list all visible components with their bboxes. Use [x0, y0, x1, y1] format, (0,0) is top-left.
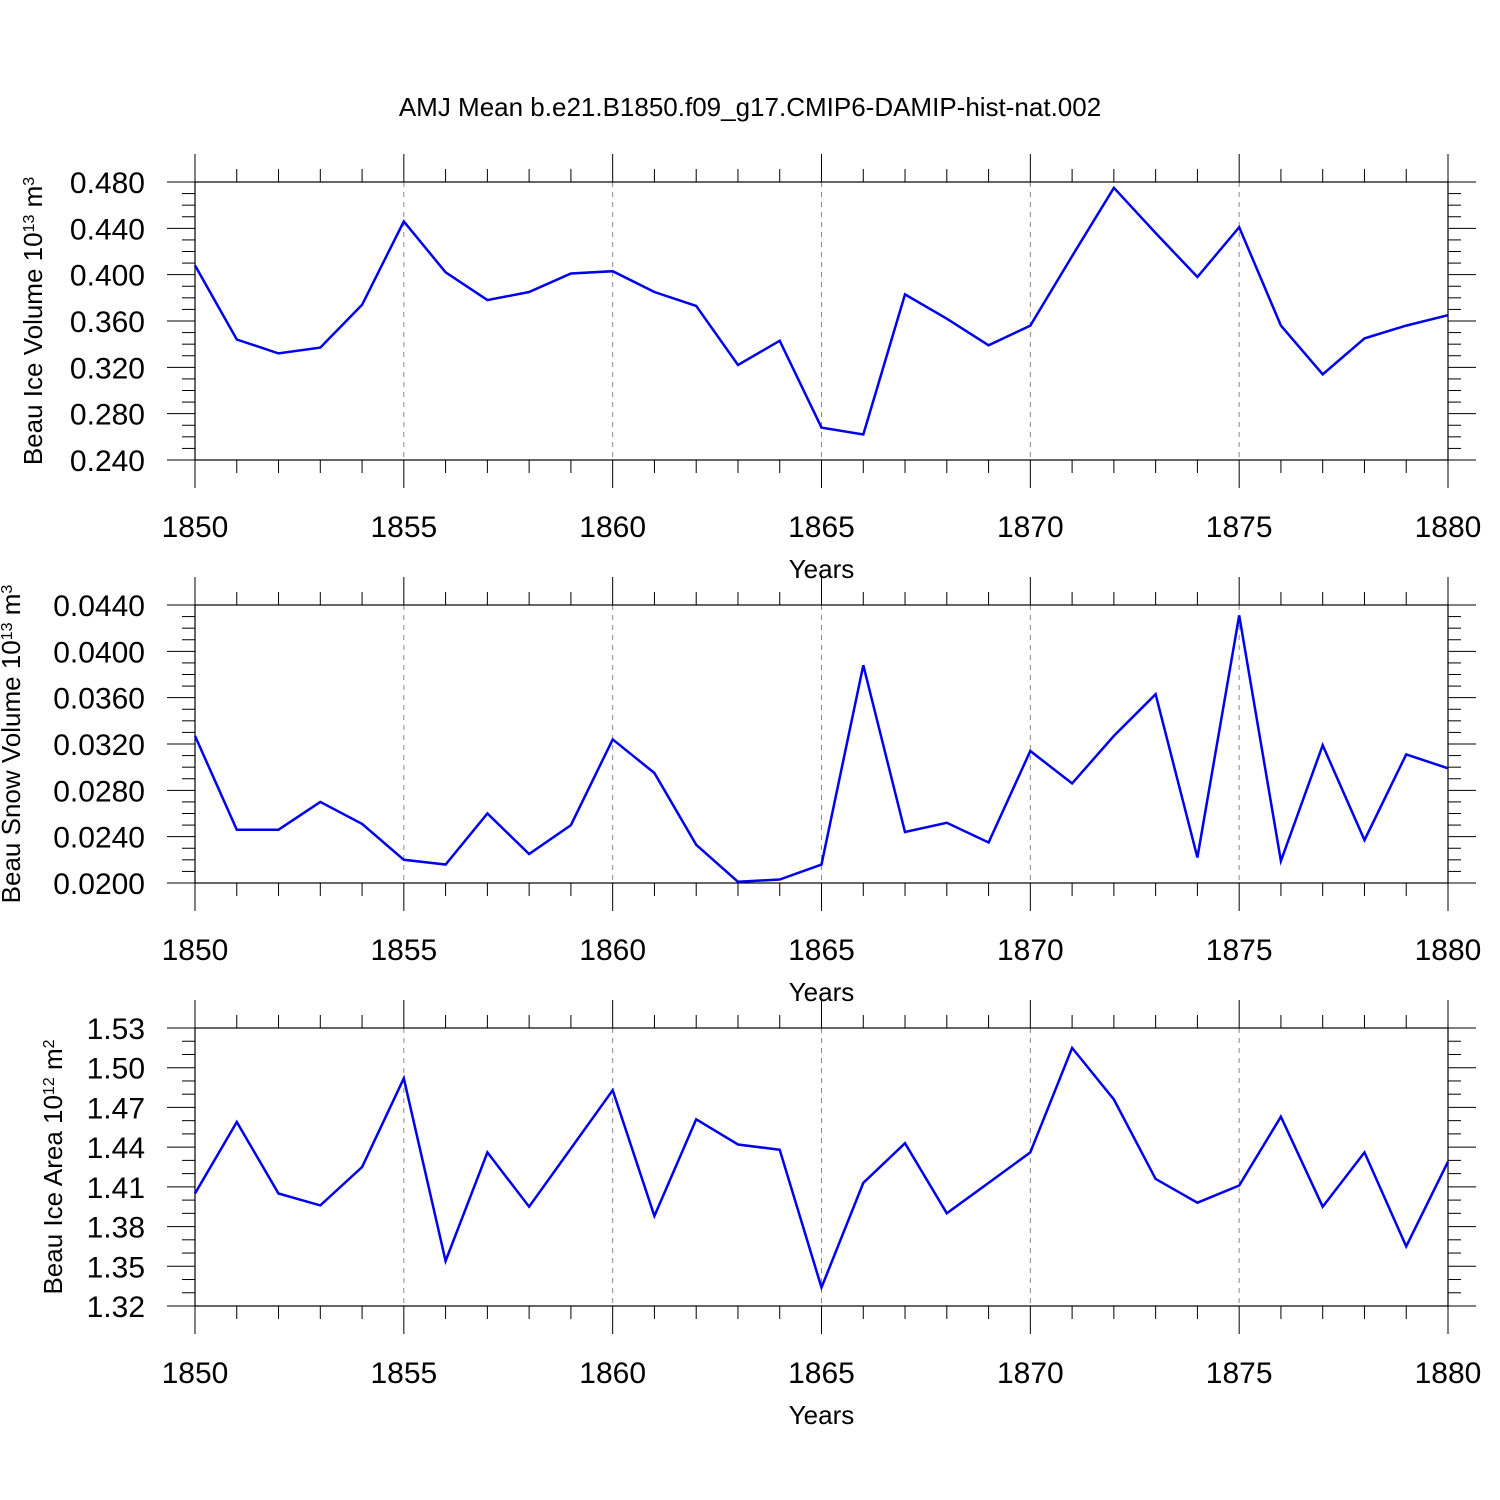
y-tick-label: 0.360 [70, 306, 145, 339]
y-axis-label-main: Beau Ice Volume 10 [18, 232, 48, 465]
x-tick-label: 1870 [997, 934, 1064, 967]
y-tick-label: 0.0360 [53, 683, 145, 716]
x-tick-label: 1855 [370, 511, 437, 544]
y-tick-label: 0.0280 [53, 775, 145, 808]
y-tick-label: 1.53 [87, 1013, 145, 1046]
x-tick-label: 1870 [997, 1357, 1064, 1390]
y-tick-label: 0.0320 [53, 729, 145, 762]
y-tick-label: 0.320 [70, 352, 145, 385]
x-tick-label: 1860 [579, 511, 646, 544]
series-line [193, 615, 1449, 884]
x-tick-label: 1865 [788, 934, 855, 967]
y-tick-label: 0.0400 [53, 636, 145, 669]
x-tick-label: 1875 [1206, 1357, 1273, 1390]
y-tick-label: 1.35 [87, 1251, 145, 1284]
x-tick-label: 1865 [788, 511, 855, 544]
y-axis-label-exponent: 13 [0, 622, 16, 640]
chart-title: AMJ Mean b.e21.B1850.f09_g17.CMIP6-DAMIP… [398, 92, 1102, 122]
y-tick-label: 0.0200 [53, 868, 145, 901]
y-axis-label-unit: m [18, 186, 48, 215]
y-tick-label: 1.47 [87, 1092, 145, 1125]
y-tick-label: 1.32 [87, 1291, 145, 1324]
x-tick-label: 1850 [162, 934, 229, 967]
y-tick-label: 0.280 [70, 399, 145, 432]
panel-2: 1850 1855 1860 1865 1870 1875 1880 0.0200 0.0240… [0, 577, 1481, 1007]
y-axis-label: Beau Ice Volume 1013 m3 [18, 177, 48, 465]
y-axis-label-unit: m [38, 1048, 68, 1077]
y-axis-label: Beau Ice Area 1012 m2 [38, 1039, 68, 1294]
x-tick-label: 1880 [1415, 511, 1482, 544]
y-tick-label: 0.240 [70, 445, 145, 478]
y-axis-label-unit-exponent: 3 [21, 177, 38, 186]
y-axis-label-main: Beau Snow Volume 10 [0, 640, 26, 903]
x-tick-label: 1855 [370, 934, 437, 967]
y-tick-label: 1.41 [87, 1172, 145, 1205]
y-tick-label: 1.44 [87, 1132, 145, 1165]
y-axis-label-unit-exponent: 3 [0, 585, 16, 594]
y-axis-label-exponent: 13 [21, 215, 38, 233]
y-tick-label: 0.0440 [53, 590, 145, 623]
y-axis-label: Beau Snow Volume 1013 m3 [0, 585, 26, 904]
x-tick-label: 1855 [370, 1357, 437, 1390]
y-axis-label-unit: m [0, 594, 26, 623]
x-tick-label: 1870 [997, 511, 1064, 544]
series-line [193, 185, 1449, 436]
y-axis-label-unit-exponent: 2 [41, 1039, 58, 1048]
x-tick-label: 1865 [788, 1357, 855, 1390]
x-tick-label: 1860 [579, 1357, 646, 1390]
x-tick-label: 1875 [1206, 934, 1273, 967]
y-tick-label: 0.480 [70, 167, 145, 200]
x-tick-label: 1860 [579, 934, 646, 967]
x-tick-label: 1850 [162, 511, 229, 544]
y-tick-label: 0.440 [70, 213, 145, 246]
panel-1: 1850 1855 1860 1865 1870 1875 1880 0.240 0.280 0.… [18, 154, 1481, 584]
y-tick-label: 0.0240 [53, 822, 145, 855]
y-tick-label: 0.400 [70, 260, 145, 293]
x-tick-label: 1880 [1415, 934, 1482, 967]
y-axis-label-main: Beau Ice Area 10 [38, 1095, 68, 1294]
x-tick-label: 1850 [162, 1357, 229, 1390]
y-tick-label: 1.38 [87, 1212, 145, 1245]
panel-3: 1850 1855 1860 1865 1870 1875 1880 1.32 1.35 1.38… [38, 1000, 1481, 1430]
x-tick-label: 1875 [1206, 511, 1273, 544]
y-axis-label-exponent: 12 [41, 1077, 58, 1095]
x-axis-label: Years [789, 1400, 855, 1430]
y-tick-label: 1.50 [87, 1053, 145, 1086]
x-tick-label: 1880 [1415, 1357, 1482, 1390]
series-line [193, 1045, 1450, 1292]
